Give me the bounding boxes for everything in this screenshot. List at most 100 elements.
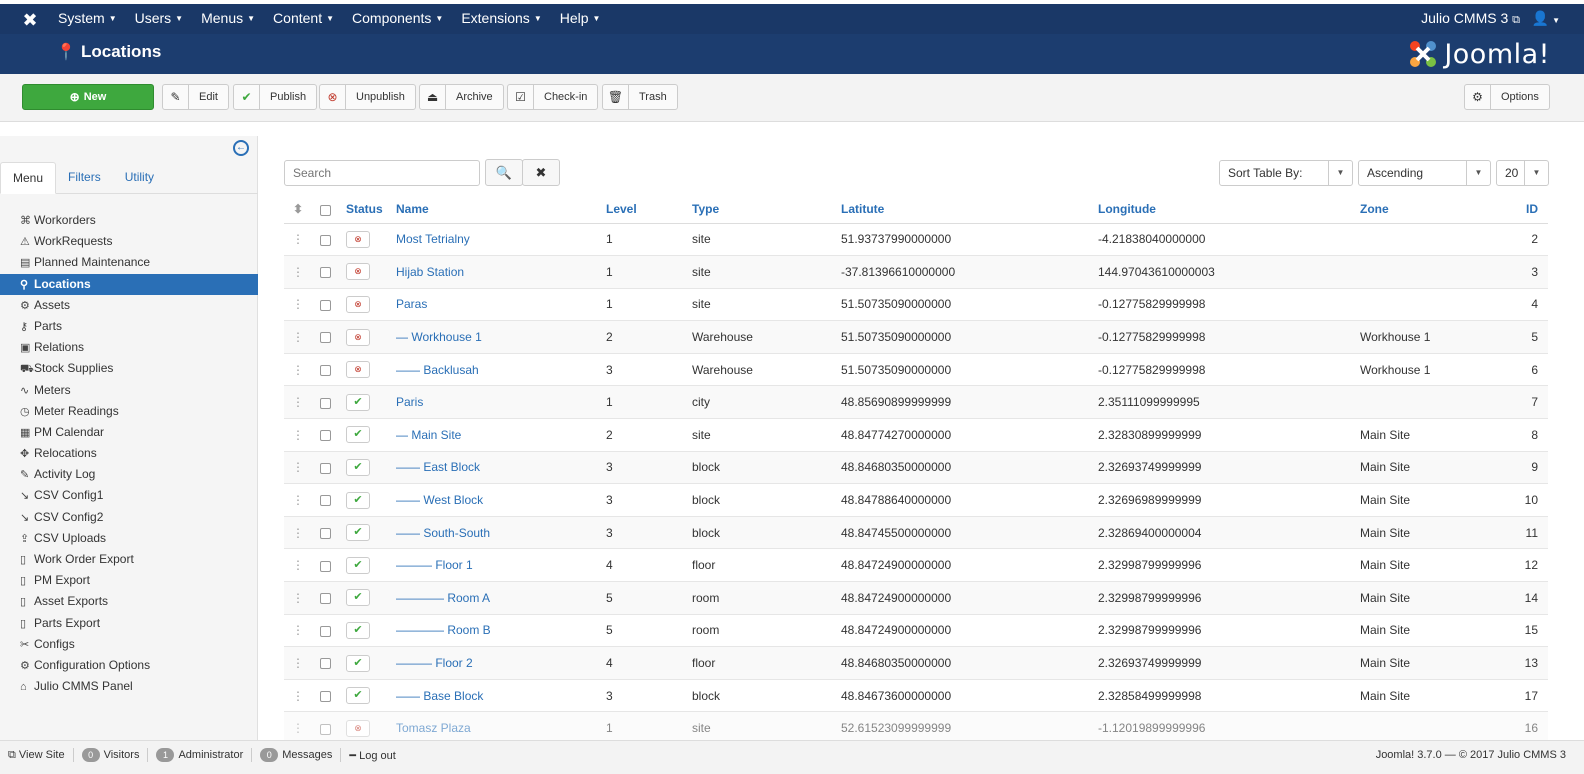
sidebar-item-relations[interactable]: ▣ Relations bbox=[0, 337, 258, 358]
location-name-link[interactable]: Tomasz Plaza bbox=[396, 721, 471, 736]
edit-button[interactable]: ✎ Edit bbox=[162, 84, 229, 110]
row-checkbox[interactable] bbox=[320, 560, 331, 572]
row-checkbox[interactable] bbox=[320, 527, 331, 539]
unpublished-x-icon[interactable]: ⊗ bbox=[346, 263, 370, 281]
sidebar-item-activity-log[interactable]: ✎ Activity Log bbox=[0, 464, 258, 485]
unpublished-x-icon[interactable]: ⊗ bbox=[346, 361, 370, 379]
row-checkbox[interactable] bbox=[320, 462, 331, 474]
location-name-link[interactable]: ——— Floor 1 bbox=[396, 558, 473, 573]
sidebar-item-pm-calendar[interactable]: ▦ PM Calendar bbox=[0, 422, 258, 443]
published-check-icon[interactable]: ✔ bbox=[346, 687, 370, 705]
tab-utility[interactable]: Utility bbox=[124, 170, 155, 184]
unpublish-button[interactable]: ⊗ Unpublish bbox=[319, 84, 416, 110]
order-select[interactable]: Ascending ▼ bbox=[1358, 160, 1491, 186]
sidebar-item-parts-export[interactable]: ▯ Parts Export bbox=[0, 613, 258, 634]
checkin-button[interactable]: ☑ Check-in bbox=[507, 84, 599, 110]
sidebar-item-parts[interactable]: ⚷ Parts bbox=[0, 316, 258, 337]
site-link[interactable]: Julio CMMS 3 ⧉ bbox=[1421, 4, 1520, 34]
location-name-link[interactable]: —— Base Block bbox=[396, 688, 484, 703]
sidebar-item-workorders[interactable]: ⌘ Workorders bbox=[0, 210, 258, 231]
search-input[interactable] bbox=[284, 160, 480, 186]
published-check-icon[interactable]: ✔ bbox=[346, 393, 370, 411]
col-zone[interactable]: Zone bbox=[1360, 196, 1520, 224]
sidebar-item-relocations[interactable]: ✥ Relocations bbox=[0, 443, 258, 464]
menu-components[interactable]: Components ▼ bbox=[352, 4, 443, 34]
location-name-link[interactable]: — Main Site bbox=[396, 427, 462, 442]
drag-handle-icon[interactable]: ⋮ bbox=[284, 255, 312, 289]
row-checkbox[interactable] bbox=[320, 365, 331, 376]
tab-menu[interactable]: Menu bbox=[0, 162, 57, 194]
location-name-link[interactable]: —— South-South bbox=[396, 525, 491, 540]
sidebar-item-pm-export[interactable]: ▯ PM Export bbox=[0, 570, 258, 591]
menu-help[interactable]: Help ▼ bbox=[560, 4, 601, 34]
published-check-icon[interactable]: ✔ bbox=[346, 524, 370, 542]
col-status[interactable]: Status bbox=[346, 196, 396, 224]
row-checkbox[interactable] bbox=[320, 397, 331, 409]
sort-by-select[interactable]: Sort Table By: ▼ bbox=[1219, 160, 1353, 186]
drag-handle-icon[interactable]: ⋮ bbox=[284, 223, 312, 257]
drag-handle-icon[interactable]: ⋮ bbox=[284, 646, 312, 680]
row-checkbox[interactable] bbox=[320, 267, 331, 279]
unpublished-x-icon[interactable]: ⊗ bbox=[346, 295, 370, 313]
sidebar-item-stock-supplies[interactable]: ⛟Stock Supplies bbox=[0, 358, 258, 379]
sidebar-item-workrequests[interactable]: ⚠ WorkRequests bbox=[0, 231, 258, 252]
sidebar-item-csv-uploads[interactable]: ⇪ CSV Uploads bbox=[0, 528, 258, 549]
row-checkbox[interactable] bbox=[320, 234, 331, 246]
search-button[interactable]: 🔍 bbox=[485, 159, 523, 186]
unpublished-x-icon[interactable]: ⊗ bbox=[346, 230, 370, 248]
tab-filters[interactable]: Filters bbox=[68, 170, 101, 184]
drag-handle-icon[interactable]: ⋮ bbox=[284, 320, 312, 354]
location-name-link[interactable]: Paras bbox=[396, 297, 428, 312]
drag-handle-icon[interactable]: ⋮ bbox=[284, 385, 312, 420]
sidebar-item-work-order-export[interactable]: ▯ Work Order Export bbox=[0, 549, 258, 570]
row-checkbox[interactable] bbox=[320, 723, 331, 735]
row-checkbox[interactable] bbox=[320, 658, 331, 670]
sidebar-item-assets[interactable]: ⚙ Assets bbox=[0, 295, 258, 316]
publish-button[interactable]: ✔ Publish bbox=[233, 84, 318, 110]
location-name-link[interactable]: —— Backlusah bbox=[396, 362, 479, 377]
menu-menus[interactable]: Menus ▼ bbox=[201, 4, 255, 34]
row-checkbox[interactable] bbox=[320, 430, 331, 442]
location-name-link[interactable]: — Workhouse 1 bbox=[396, 330, 482, 345]
logout-link[interactable]: ━ Log out bbox=[349, 749, 395, 762]
sidebar-item-configuration-options[interactable]: ⚙ Configuration Options bbox=[0, 655, 258, 676]
drag-handle-icon[interactable]: ⋮ bbox=[284, 451, 312, 485]
location-name-link[interactable]: ——— Floor 2 bbox=[396, 656, 473, 671]
row-checkbox[interactable] bbox=[320, 495, 331, 507]
location-name-link[interactable]: —— East Block bbox=[396, 460, 481, 475]
new-button[interactable]: ⊕ New bbox=[22, 84, 154, 110]
col-type[interactable]: Type bbox=[692, 196, 841, 224]
col-level[interactable]: Level bbox=[606, 196, 692, 224]
options-button[interactable]: ⚙ Options bbox=[1464, 84, 1550, 110]
collapse-sidebar-icon[interactable]: ← bbox=[233, 140, 249, 156]
location-name-link[interactable]: —— West Block bbox=[396, 493, 484, 508]
messages-link[interactable]: 0 Messages bbox=[260, 748, 332, 762]
joomla-logo-icon[interactable]: ✖ bbox=[22, 10, 38, 30]
unpublished-x-icon[interactable]: ⊗ bbox=[346, 719, 370, 737]
col-id[interactable]: ID bbox=[1520, 196, 1548, 224]
drag-handle-icon[interactable]: ⋮ bbox=[284, 711, 312, 745]
row-checkbox[interactable] bbox=[320, 332, 331, 344]
unpublished-x-icon[interactable]: ⊗ bbox=[346, 328, 370, 346]
drag-handle-icon[interactable]: ⋮ bbox=[284, 353, 312, 387]
row-checkbox[interactable] bbox=[320, 299, 331, 311]
drag-handle-icon[interactable]: ⋮ bbox=[284, 483, 312, 517]
location-name-link[interactable]: Hijab Station bbox=[396, 264, 465, 279]
published-check-icon[interactable]: ✔ bbox=[346, 491, 370, 509]
col-longitude[interactable]: Longitude bbox=[1098, 196, 1360, 224]
visitors-link[interactable]: 0 Visitors bbox=[81, 748, 139, 762]
published-check-icon[interactable]: ✔ bbox=[346, 654, 370, 672]
user-menu[interactable]: 👤 ▼ bbox=[1532, 4, 1560, 35]
drag-handle-icon[interactable]: ⋮ bbox=[284, 288, 312, 322]
drag-handle-icon[interactable]: ⋮ bbox=[284, 516, 312, 550]
drag-handle-icon[interactable]: ⋮ bbox=[284, 548, 312, 583]
sidebar-item-julio-cmms-panel[interactable]: ⌂ Julio CMMS Panel bbox=[0, 676, 258, 697]
sidebar-item-csv-config2[interactable]: ↘ CSV Config2 bbox=[0, 507, 258, 528]
menu-content[interactable]: Content ▼ bbox=[273, 4, 334, 34]
published-check-icon[interactable]: ✔ bbox=[346, 621, 370, 639]
published-check-icon[interactable]: ✔ bbox=[346, 589, 370, 607]
menu-system[interactable]: System ▼ bbox=[58, 4, 117, 34]
trash-button[interactable]: 🗑 Trash bbox=[602, 84, 678, 110]
sidebar-item-locations[interactable]: ⚲ Locations bbox=[0, 273, 258, 295]
row-checkbox[interactable] bbox=[320, 690, 331, 702]
